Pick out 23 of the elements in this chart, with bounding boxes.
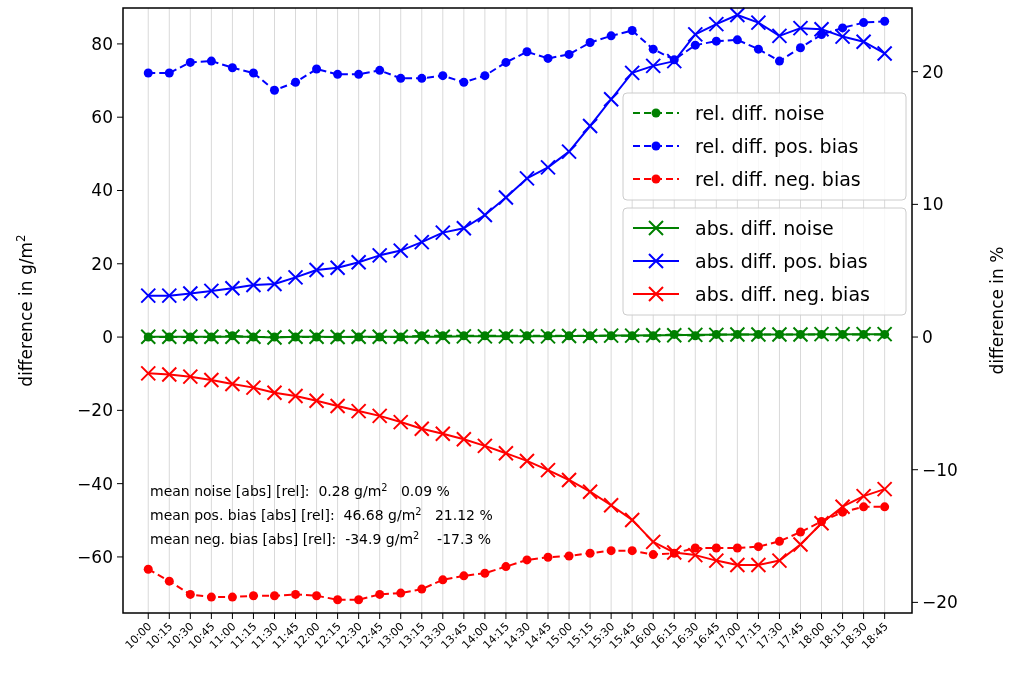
- legend-label: rel. diff. neg. bias: [695, 168, 861, 190]
- y2-tick-label: −10: [922, 459, 958, 480]
- y-tick-label: −40: [77, 473, 113, 494]
- y-tick-label: 80: [91, 33, 113, 54]
- y-tick-label: 60: [91, 107, 113, 128]
- y-tick-label: 20: [91, 253, 113, 274]
- y2-tick-label: 0: [922, 327, 933, 348]
- y-tick-label: 0: [102, 327, 113, 348]
- legend-label: abs. diff. noise: [695, 217, 834, 239]
- text: mean neg. bias [abs] [rel]: -34.9 g/m$^{2}$ -17.3 %: [150, 529, 492, 547]
- text: mean noise [abs] [rel]: 0.28 g/m$^{2}$ 0.09 %: [150, 481, 450, 499]
- y-tick-label: 40: [91, 180, 113, 201]
- legend-label: rel. diff. noise: [695, 102, 825, 124]
- legend-label: abs. diff. pos. bias: [695, 250, 868, 272]
- y2-tick-label: −20: [922, 592, 958, 613]
- legend-label: abs. diff. neg. bias: [695, 283, 870, 305]
- y2-axis-title: difference in %: [987, 246, 1007, 375]
- y-tick-label: −60: [77, 546, 113, 567]
- y2-tick-label: 10: [922, 194, 944, 215]
- y2-tick-label: 20: [922, 61, 944, 82]
- legend-label: rel. diff. pos. bias: [695, 135, 859, 157]
- text: mean pos. bias [abs] [rel]: 46.68 g/m$^{2}$ 21.12 %: [150, 505, 493, 523]
- y-tick-label: −20: [77, 400, 113, 421]
